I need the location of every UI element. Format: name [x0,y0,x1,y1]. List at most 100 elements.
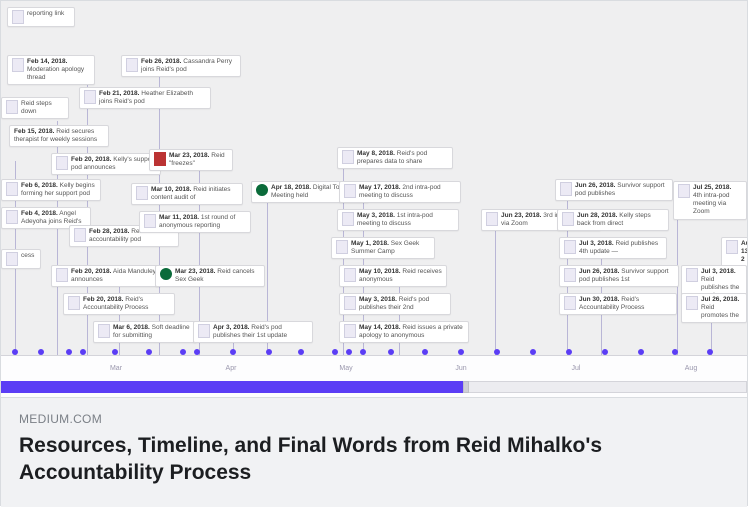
event-badge-icon [160,268,172,280]
doc-thumb-icon [560,182,572,196]
axis-month-label: May [339,365,352,372]
timeline-event[interactable]: Jun 30, 2018. Reid's Accountability Proc… [559,293,677,315]
timeline-event[interactable]: Mar 23, 2018. Reid cancels Sex Geek [155,265,265,287]
axis-month-label: Mar [110,365,122,372]
doc-thumb-icon [686,296,698,310]
timeline-event[interactable]: Jun 26, 2018. Survivor support pod publi… [555,179,673,201]
event-text: Feb 21, 2018. Heather Elizabeth joins Re… [99,90,206,106]
axis-month-label: Apr [226,365,237,372]
timeline-event[interactable]: Apr 3, 2018. Reid's pod publishes their … [193,321,313,343]
timeline-event[interactable]: Feb 21, 2018. Heather Elizabeth joins Re… [79,87,211,109]
doc-thumb-icon [6,210,18,224]
doc-thumb-icon [726,240,738,254]
event-text: Mar 10, 2018. Reid initiates content aud… [151,186,238,202]
axis-month-label: Aug [685,365,697,372]
event-text: Jul 26, 2018. Reid promotes the [701,296,742,320]
timeline-event[interactable]: Jun 28, 2018. Kelly steps back from dire… [557,209,669,231]
event-text: May 17, 2018. 2nd intra-pod meeting to d… [359,184,456,200]
event-text: Feb 20, 2018. Kelly's support pod announ… [71,156,156,172]
timeline-event[interactable]: Mar 23, 2018. Reid "freezes" [149,149,233,171]
event-text: May 3, 2018. 1st intra-pod meeting to di… [357,212,454,228]
event-text: reporting link [27,10,70,18]
doc-thumb-icon [98,324,110,338]
event-text: Feb 26, 2018. Cassandra Perry joins Reid… [141,58,236,74]
doc-thumb-icon [486,212,498,226]
timeline-event[interactable]: Jun 26, 2018. Survivor support pod publi… [559,265,679,287]
doc-thumb-icon [56,156,68,170]
timeline-event[interactable]: Feb 14, 2018. Moderation apology thread [7,55,95,85]
event-text: Mar 11, 2018. 1st round of anonymous rep… [159,214,246,230]
timeline-event[interactable]: Feb 20, 2018. Aida Manduley announces [51,265,161,287]
timeline-event[interactable]: reporting link [7,7,75,27]
event-text: May 8, 2018. Reid's pod prepares data to… [357,150,448,166]
article-title: Resources, Timeline, and Final Words fro… [19,432,729,487]
timeline-event[interactable]: May 3, 2018. Reid's pod publishes their … [339,293,451,315]
timeline-event[interactable]: Feb 26, 2018. Cassandra Perry joins Reid… [121,55,241,77]
event-text: Feb 14, 2018. Moderation apology thread [27,58,90,82]
timeline-event[interactable]: Feb 20, 2018. Kelly's support pod announ… [51,153,161,175]
doc-thumb-icon [562,212,574,226]
doc-thumb-icon [12,10,24,24]
event-text: Jun 30, 2018. Reid's Accountability Proc… [579,296,672,312]
doc-thumb-icon [342,150,354,164]
doc-thumb-icon [686,268,698,282]
event-text: Mar 23, 2018. Reid "freezes" [169,152,228,168]
timeline-event[interactable]: May 3, 2018. 1st intra-pod meeting to di… [337,209,459,231]
timeline-event[interactable]: Jul 26, 2018. Reid promotes the [681,293,747,323]
timeline-event[interactable]: Mar 11, 2018. 1st round of anonymous rep… [139,211,251,233]
event-text: Feb 20, 2018. Aida Manduley announces [71,268,156,284]
timeline-event[interactable]: May 17, 2018. 2nd intra-pod meeting to d… [339,181,461,203]
axis-month-label: Jun [455,365,466,372]
event-text: Jun 26, 2018. Survivor support pod publi… [579,268,674,284]
doc-thumb-icon [564,296,576,310]
timeline-event[interactable]: Aug 13, 2 [721,237,747,267]
timeline-event[interactable]: Reid steps down [1,97,69,119]
doc-thumb-icon [564,240,576,254]
event-badge-icon [154,152,166,166]
timeline-event[interactable]: May 10, 2018. Reid receives anonymous [339,265,447,287]
doc-thumb-icon [56,268,68,282]
timeline-event[interactable]: May 1, 2018. Sex Geek Summer Camp [331,237,435,259]
doc-thumb-icon [344,296,356,310]
doc-thumb-icon [198,324,210,338]
doc-thumb-icon [342,212,354,226]
doc-thumb-icon [136,186,148,200]
timeline-event[interactable]: Jul 3, 2018. Reid publishes 4th update — [559,237,667,259]
link-preview-caption[interactable]: MEDIUM.COM Resources, Timeline, and Fina… [1,397,747,507]
event-text: May 3, 2018. Reid's pod publishes their … [359,296,446,312]
event-badge-icon [256,184,268,196]
doc-thumb-icon [6,100,18,114]
event-text: Aug 13, 2 [741,240,747,264]
timeline-event[interactable]: Feb 20, 2018. Reid's Accountability Proc… [63,293,175,315]
timeline-connector [495,225,496,355]
event-text: Jul 25, 2018. 4th intra-pod meeting via … [693,184,742,217]
event-text: Jun 28, 2018. Kelly steps back from dire… [577,212,664,228]
timeline-event[interactable]: Feb 15, 2018. Reid secures therapist for… [9,125,109,147]
scrub-range[interactable] [1,381,463,393]
doc-thumb-icon [74,228,86,242]
event-text: May 10, 2018. Reid receives anonymous [359,268,442,284]
event-text: Jul 3, 2018. Reid publishes 4th update — [579,240,662,256]
doc-thumb-icon [336,240,348,254]
event-text: Feb 15, 2018. Reid secures therapist for… [14,128,104,144]
axis-band: MarAprMayJunJulAug [1,355,747,397]
event-text: Feb 6, 2018. Kelly begins forming her su… [21,182,96,198]
doc-thumb-icon [68,296,80,310]
timeline-event[interactable]: May 8, 2018. Reid's pod prepares data to… [337,147,453,169]
doc-thumb-icon [84,90,96,104]
event-text: Mar 23, 2018. Reid cancels Sex Geek [175,268,260,284]
timeline-event[interactable]: Jul 25, 2018. 4th intra-pod meeting via … [673,181,747,220]
timeline-event[interactable]: cess [1,249,41,269]
event-text: Feb 20, 2018. Reid's Accountability Proc… [83,296,170,312]
timeline-event[interactable]: Mar 6, 2018. Soft deadline for submittin… [93,321,197,343]
timeline-event[interactable]: May 14, 2018. Reid issues a private apol… [339,321,469,343]
doc-thumb-icon [564,268,576,282]
event-text: Apr 3, 2018. Reid's pod publishes their … [213,324,308,340]
doc-thumb-icon [344,268,356,282]
timeline-event[interactable]: Mar 10, 2018. Reid initiates content aud… [131,183,243,205]
timeline-event[interactable]: Feb 6, 2018. Kelly begins forming her su… [1,179,101,201]
scrub-handle[interactable] [463,381,469,393]
doc-thumb-icon [12,58,24,72]
doc-thumb-icon [678,184,690,198]
timeline-chart: reporting link Feb 14, 2018. Moderation a… [1,1,747,397]
